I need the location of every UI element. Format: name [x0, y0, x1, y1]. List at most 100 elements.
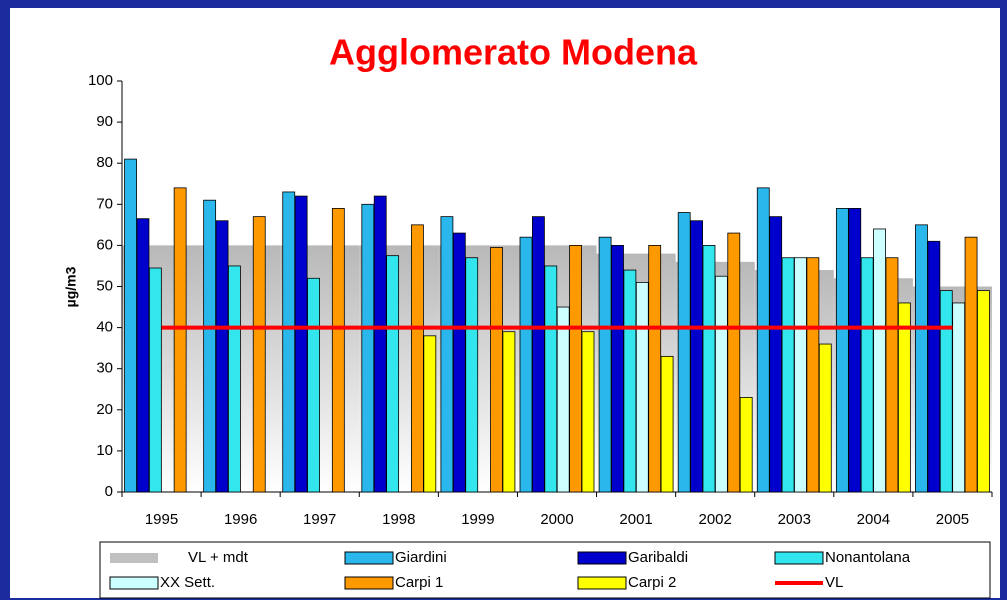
legend-label: Garibaldi [628, 549, 688, 566]
bar [873, 228, 886, 493]
bar [702, 244, 716, 493]
y-tick-label: 60 [96, 236, 113, 253]
x-tick-label: 1997 [303, 511, 336, 528]
bar [794, 257, 807, 493]
bar [635, 281, 649, 493]
bar [294, 195, 308, 493]
bar [581, 331, 595, 493]
bar [452, 232, 466, 493]
bar [756, 187, 770, 493]
legend-swatch [577, 576, 627, 590]
legend-label: Giardini [395, 549, 447, 566]
legend-label: Carpi 2 [628, 574, 676, 591]
bar [215, 220, 229, 493]
legend-label: VL [825, 574, 843, 591]
bar [660, 355, 674, 493]
legend-label: Carpi 1 [395, 574, 443, 591]
y-tick-label: 80 [96, 154, 113, 171]
y-tick-label: 10 [96, 442, 113, 459]
bar [835, 208, 849, 493]
bar [519, 236, 533, 493]
x-tick-label: 1995 [145, 511, 178, 528]
bar [203, 199, 217, 493]
y-tick-label: 50 [96, 277, 113, 294]
bar [848, 208, 862, 493]
bar [964, 236, 978, 493]
bar [806, 257, 820, 493]
y-tick-label: 70 [96, 195, 113, 212]
x-tick-label: 2004 [857, 511, 890, 528]
bar [124, 158, 137, 493]
y-tick-label: 30 [96, 360, 113, 377]
bar [927, 240, 941, 493]
bar [307, 277, 320, 493]
legend-label: VL + mdt [188, 549, 249, 566]
bar [411, 224, 424, 493]
bar [677, 212, 691, 493]
y-tick-label: 100 [88, 72, 113, 89]
x-tick-label: 2005 [936, 511, 969, 528]
legend-swatch [344, 576, 394, 590]
legend-swatch [774, 551, 824, 565]
bar [361, 203, 375, 493]
bar [611, 244, 624, 493]
bar [569, 244, 582, 493]
bar [490, 247, 503, 493]
y-tick-label: 0 [105, 483, 113, 500]
legend-swatch [344, 551, 394, 565]
bar [769, 216, 783, 493]
bar [897, 302, 911, 493]
bar [818, 343, 832, 493]
x-tick-label: 2001 [619, 511, 652, 528]
y-tick-label: 40 [96, 319, 113, 336]
y-tick-label: 90 [96, 113, 113, 130]
bar [502, 331, 516, 493]
bar [556, 306, 570, 493]
bar [977, 290, 990, 493]
legend-swatch [110, 553, 158, 563]
bar [598, 236, 612, 493]
legend-swatch [577, 551, 627, 565]
bar [781, 257, 795, 493]
legend-label: Nonantolana [825, 549, 911, 566]
bar [373, 195, 387, 493]
bar [690, 220, 703, 493]
bar [648, 244, 662, 493]
bar [173, 187, 187, 493]
legend-label: XX Sett. [160, 574, 215, 591]
bar [440, 216, 454, 493]
legend-swatch [109, 576, 159, 590]
bar [860, 257, 874, 493]
chart-title: Agglomerato Modena [329, 32, 698, 73]
bar [423, 335, 437, 493]
x-tick-label: 1998 [382, 511, 415, 528]
bar [544, 265, 558, 493]
bar [623, 269, 637, 493]
bar [885, 257, 899, 493]
x-tick-label: 1996 [224, 511, 257, 528]
y-tick-label: 20 [96, 401, 113, 418]
bar [532, 216, 545, 493]
x-tick-label: 1999 [461, 511, 494, 528]
bar [465, 257, 479, 493]
bar [915, 224, 928, 493]
bar [727, 232, 741, 493]
legend-box [99, 541, 991, 599]
y-axis-label: µg/m3 [63, 266, 79, 307]
bar [136, 218, 150, 493]
bar [386, 255, 400, 493]
x-tick-label: 2000 [540, 511, 573, 528]
x-tick-label: 2002 [698, 511, 731, 528]
bar [939, 290, 953, 493]
bar [228, 265, 241, 493]
bar [714, 275, 728, 493]
bar [148, 267, 162, 493]
bar [952, 302, 966, 493]
x-tick-label: 2003 [778, 511, 811, 528]
bar [331, 208, 345, 493]
bar [252, 216, 266, 493]
bar [739, 397, 753, 493]
bar [282, 191, 296, 493]
